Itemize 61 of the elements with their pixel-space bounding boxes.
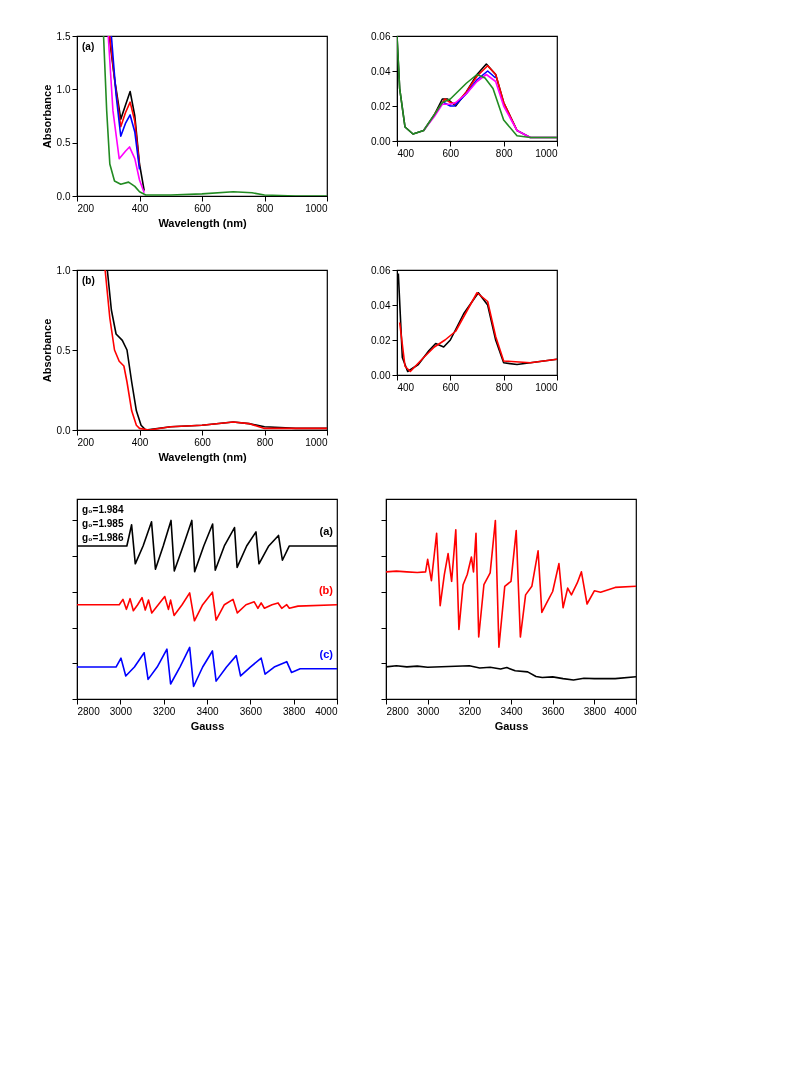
y-tick-label: 0.0 <box>56 424 71 436</box>
y-tick-label: 0.06 <box>371 30 391 42</box>
x-tick-label: 1000 <box>535 381 558 393</box>
annotation: (b) <box>82 275 95 286</box>
x-tick-label: 3800 <box>283 705 306 717</box>
y-tick-label: 0.06 <box>371 264 391 276</box>
x-axis-title: Gauss <box>190 719 225 732</box>
x-tick-label: 600 <box>194 436 212 448</box>
y-tick-label: 0.5 <box>56 137 71 149</box>
x-tick-label: 3200 <box>458 705 482 717</box>
x-tick-label: 3800 <box>583 705 607 717</box>
x-tick-label: 3400 <box>196 705 220 717</box>
x-tick-label: 200 <box>77 202 95 214</box>
x-tick-label: 800 <box>256 436 274 448</box>
annotation: (a) <box>82 41 95 52</box>
x-axis-title: Gauss <box>494 719 529 732</box>
y-tick-label: 0.00 <box>371 135 391 147</box>
x-tick-label: 600 <box>194 202 212 214</box>
x-axis-title: Wavelength (nm) <box>158 450 247 463</box>
y-tick-label: 0.5 <box>56 344 71 356</box>
x-tick-label: 800 <box>495 147 513 159</box>
x-tick-label: 400 <box>397 381 415 393</box>
x-tick-label: 3600 <box>239 705 263 717</box>
y-tick-label: 0.0 <box>56 190 71 202</box>
y-tick-label: 1.5 <box>56 30 71 42</box>
x-tick-label: 400 <box>131 436 149 448</box>
x-tick-label: 3000 <box>109 705 133 717</box>
x-tick-label: 600 <box>442 381 460 393</box>
x-tick-label: 600 <box>442 147 460 159</box>
x-tick-label: 400 <box>131 202 149 214</box>
annotation: g₀=1.986 <box>82 532 124 543</box>
x-tick-label: 400 <box>397 147 415 159</box>
x-axis-title: Wavelength (nm) <box>158 216 247 229</box>
x-tick-label: 3200 <box>153 705 176 717</box>
series-label: (a) <box>319 524 334 537</box>
x-tick-label: 200 <box>77 436 95 448</box>
x-tick-label: 3600 <box>542 705 565 717</box>
y-tick-label: 0.02 <box>371 100 391 112</box>
y-tick-label: 0.04 <box>371 65 391 77</box>
y-tick-label: 0.04 <box>371 299 391 311</box>
y-tick-label: 1.0 <box>56 264 71 276</box>
x-tick-label: 800 <box>495 381 513 393</box>
x-tick-label: 2800 <box>77 705 101 717</box>
x-tick-label: 1000 <box>535 147 558 159</box>
y-axis-title: Absorbance <box>40 84 53 149</box>
x-tick-label: 4000 <box>315 705 338 717</box>
series-label: (b) <box>318 583 334 596</box>
x-tick-label: 3400 <box>500 705 524 717</box>
series-label: (c) <box>319 647 334 660</box>
x-tick-label: 3000 <box>417 705 440 717</box>
annotation: g₀=1.985 <box>82 518 124 529</box>
y-tick-label: 0.02 <box>371 334 391 346</box>
x-tick-label: 1000 <box>305 202 328 214</box>
x-tick-label: 4000 <box>614 705 637 717</box>
x-tick-label: 800 <box>256 202 274 214</box>
text: g₀=1.984 <box>82 504 124 515</box>
y-tick-label: 0.00 <box>371 369 391 381</box>
y-axis-title: Absorbance <box>40 318 53 383</box>
y-tick-label: 1.0 <box>56 83 71 95</box>
x-tick-label: 1000 <box>305 436 328 448</box>
x-tick-label: 2800 <box>386 705 410 717</box>
